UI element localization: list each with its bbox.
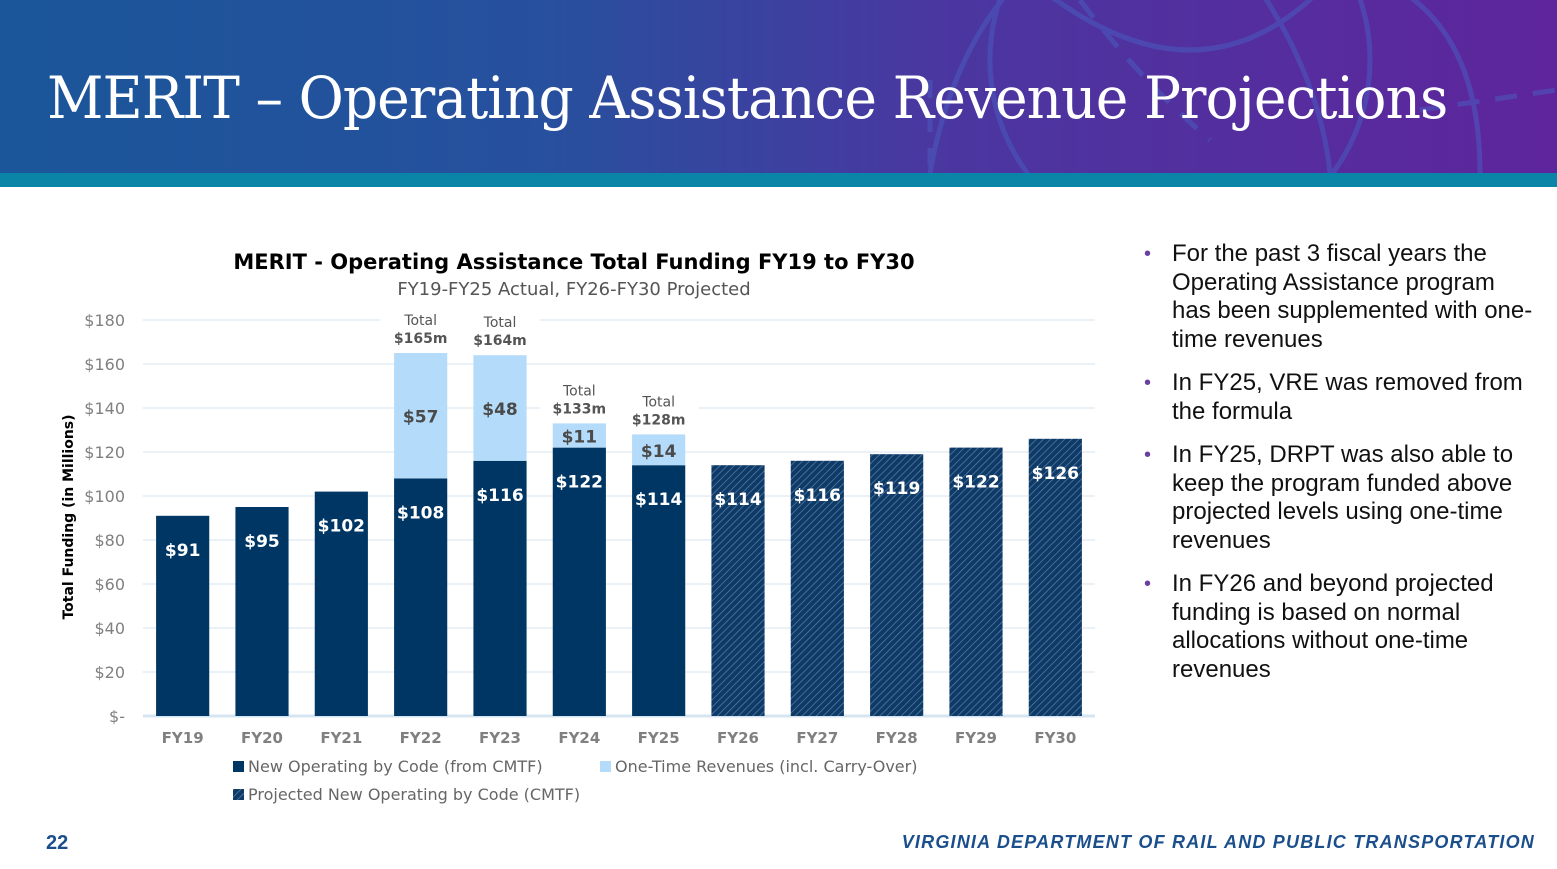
y-tick-label: $100: [84, 487, 125, 506]
x-tick-label: FY27: [796, 729, 838, 747]
x-tick-label: FY23: [479, 729, 521, 747]
total-annotation-label: Total: [641, 394, 675, 410]
bar-fy19-actual: [156, 515, 210, 716]
gridlines: [143, 319, 1095, 718]
bullet-item: • In FY26 and beyond projected funding is…: [1144, 570, 1494, 683]
bullet-item: • In FY25, DRPT was also able to keep the…: [1144, 441, 1514, 554]
y-tick-label: $80: [94, 531, 125, 550]
legend-swatch: [600, 761, 611, 772]
data-label: $102: [318, 517, 365, 537]
globe-decoration-icon: [927, 0, 1557, 173]
total-annotation-bg: [380, 309, 461, 351]
data-label: $11: [562, 428, 598, 448]
x-tick-label: FY21: [320, 729, 362, 747]
bar-fy28-projected: [870, 454, 924, 716]
data-label: $116: [476, 486, 523, 506]
total-annotation-bg: [539, 379, 620, 422]
chart-svg: MERIT - Operating Assistance Total Fundi…: [61, 250, 1095, 804]
bar-fy23-actual: [473, 460, 527, 716]
bar-fy26-projected: [711, 465, 765, 716]
x-axis-ticks: FY19 FY20 FY21 FY22 FY23 FY24 FY25 FY26 FY27 FY28…: [162, 729, 1077, 747]
bullet-list: • For the past 3 fiscal years the Operati…: [1140, 240, 1540, 699]
y-tick-label: $140: [84, 399, 125, 418]
bar-fy22-one-time: [394, 353, 448, 479]
total-annotation-bg: [460, 311, 540, 354]
slide-header: MERIT – Operating Assistance Revenue Pro…: [0, 0, 1557, 173]
y-tick-label: $120: [84, 443, 125, 462]
data-label: $14: [641, 442, 677, 462]
bar-fy24-actual: [552, 447, 606, 716]
data-label: $116: [794, 486, 841, 506]
y-tick-label: $160: [84, 355, 125, 374]
y-tick-label: $60: [94, 575, 125, 594]
bar-fy25-one-time: [632, 434, 686, 466]
total-annotation-value: $128m: [632, 412, 686, 428]
page-number: 22: [46, 832, 69, 854]
total-annotation-label: Total: [403, 313, 437, 329]
data-label: $114: [714, 490, 761, 510]
y-axis-ticks: $- $20 $40 $60 $80 $100 $120 $140 $160 $180: [84, 311, 125, 726]
bar-fy23-one-time: [473, 355, 527, 461]
x-tick-label: FY25: [638, 729, 680, 747]
bullet-item: • For the past 3 fiscal years the Operati…: [1144, 240, 1533, 353]
y-tick-label: $180: [84, 311, 125, 330]
total-annotation-label: Total: [562, 383, 596, 399]
total-annotation-value: $164m: [473, 333, 527, 349]
legend: New Operating by Code (from CMTF) One-Tim…: [233, 757, 917, 804]
slide-title: MERIT – Operating Assistance Revenue Pro…: [47, 64, 1448, 132]
x-tick-label: FY26: [717, 729, 759, 747]
data-label: $108: [397, 503, 444, 523]
chart: MERIT - Operating Assistance Total Fundi…: [40, 240, 1120, 820]
x-tick-label: FY29: [955, 729, 997, 747]
bar-fy20-actual: [235, 507, 289, 716]
header-stripe: [0, 173, 1557, 187]
footer-organization: VIRGINIA DEPARTMENT OF RAIL AND PUBLIC T…: [901, 832, 1535, 852]
data-label: $114: [635, 490, 682, 510]
bars: [156, 353, 1082, 716]
x-tick-label: FY30: [1034, 729, 1076, 747]
chart-title: MERIT - Operating Assistance Total Fundi…: [233, 250, 914, 274]
total-annotation-value: $133m: [553, 401, 607, 417]
data-label: $126: [1032, 464, 1079, 484]
y-axis-label: Total Funding (in Millions): [61, 414, 77, 619]
total-annotation-value: $165m: [394, 331, 448, 347]
bar-fy25-actual: [632, 465, 686, 716]
bullet-item: • In FY25, VRE was removed from the formu…: [1144, 369, 1523, 425]
bar-fy27-projected: [790, 460, 844, 716]
x-tick-label: FY19: [162, 729, 204, 747]
legend-swatch: [233, 761, 244, 772]
legend-label: Projected New Operating by Code (CMTF): [248, 785, 580, 804]
bar-fy22-actual: [394, 478, 448, 716]
total-annotation-bg: [618, 390, 699, 433]
bullet-icon: •: [1144, 444, 1152, 466]
legend-swatch: [233, 789, 244, 800]
legend-label: New Operating by Code (from CMTF): [248, 757, 543, 776]
bullet-icon: •: [1144, 243, 1152, 265]
data-label: $122: [952, 473, 999, 493]
bar-fy21-actual: [314, 491, 368, 716]
x-tick-label: FY28: [876, 729, 918, 747]
data-label: $48: [482, 400, 518, 420]
bar-fy29-projected: [949, 447, 1003, 716]
legend-label: One-Time Revenues (incl. Carry-Over): [615, 757, 917, 776]
data-label: $57: [403, 408, 439, 428]
data-label: $95: [244, 532, 280, 552]
x-tick-label: FY22: [400, 729, 442, 747]
data-label: $119: [873, 479, 920, 499]
bullet-icon: •: [1144, 573, 1152, 595]
x-tick-label: FY24: [558, 729, 600, 747]
data-label: $91: [165, 541, 201, 561]
total-annotation-label: Total: [483, 315, 517, 331]
chart-subtitle: FY19-FY25 Actual, FY26-FY30 Projected: [397, 279, 750, 300]
y-tick-label: $40: [94, 619, 125, 638]
y-tick-label: $-: [109, 707, 125, 726]
x-tick-label: FY20: [241, 729, 283, 747]
bar-fy24-one-time: [552, 423, 606, 448]
bullet-icon: •: [1144, 372, 1152, 394]
data-label: $122: [556, 473, 603, 493]
bar-fy30-projected: [1028, 438, 1082, 716]
y-tick-label: $20: [94, 663, 125, 682]
bar-labels: $91 $95 $102 $108 $116 $122 $114 $57 $48 $11 $14 $1…: [165, 309, 1079, 561]
